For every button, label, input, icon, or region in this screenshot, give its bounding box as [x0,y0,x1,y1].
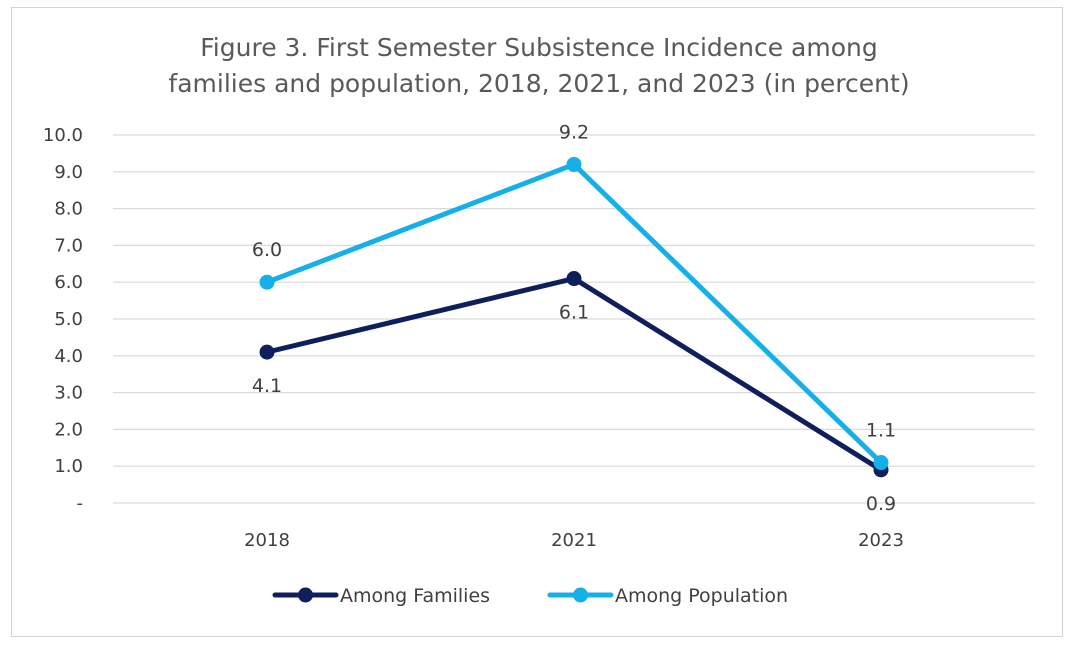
data-label: 1.1 [866,420,896,442]
data-label: 9.2 [559,121,589,143]
x-axis-ticks: 2018 2021 2023 [244,530,904,551]
series-lines [259,156,889,478]
chart-title-line-2: families and population, 2018, 2021, and… [168,69,909,98]
y-tick-label: 8.0 [54,199,83,220]
data-point-marker [566,156,582,172]
y-tick-label: - [77,493,84,514]
data-label: 4.1 [252,375,282,397]
x-tick-label: 2018 [244,530,290,551]
chart-title-line-1: Figure 3. First Semester Subsistence Inc… [200,33,878,62]
legend-label: Among Families [340,585,490,607]
x-tick-label: 2021 [551,530,597,551]
chart-frame [11,7,1063,637]
data-labels: 4.1 6.1 0.9 6.0 9.2 1.1 [252,121,896,514]
y-tick-label: 7.0 [54,235,83,256]
y-tick-label: 5.0 [54,309,83,330]
y-tick-label: 9.0 [54,162,83,183]
data-label: 6.0 [252,239,282,261]
data-point-marker [566,271,582,287]
y-tick-label: 1.0 [54,456,83,477]
legend-label: Among Population [615,585,788,607]
x-tick-label: 2023 [858,530,904,551]
y-axis-ticks: - 1.0 2.0 3.0 4.0 5.0 6.0 7.0 8.0 9.0 10.0 [43,125,83,514]
legend: Among Families Among Population [272,585,788,607]
y-tick-label: 6.0 [54,272,83,293]
data-label: 6.1 [559,302,589,324]
data-label: 0.9 [866,493,896,515]
legend-marker [298,587,313,603]
data-point-marker [259,274,275,290]
data-point-marker [259,344,275,360]
y-tick-label: 10.0 [43,125,83,146]
data-point-marker [873,455,889,471]
y-tick-label: 3.0 [54,383,83,404]
y-tick-label: 2.0 [54,419,83,440]
legend-marker [573,587,588,603]
y-tick-label: 4.0 [54,346,83,367]
chart-title: Figure 3. First Semester Subsistence Inc… [168,33,909,98]
